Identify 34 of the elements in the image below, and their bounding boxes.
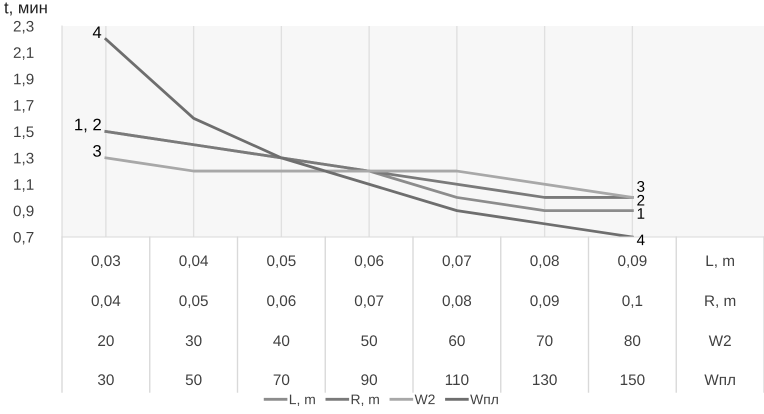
- category-label: 0,08 0,09 70 130: [530, 255, 559, 386]
- annotation: 2: [637, 194, 644, 206]
- text: W2: [708, 335, 731, 346]
- y-tick-label: 2,3: [14, 20, 34, 34]
- category-label: 0,07 0,08 60 110: [442, 255, 472, 386]
- line-series: [104, 156, 634, 199]
- text: R, m: [705, 295, 736, 308]
- annotation: 4: [92, 26, 102, 38]
- y-tick-label: 2,1: [14, 47, 34, 60]
- y-tick-label: 1,5: [14, 126, 34, 139]
- annotation: 1: [638, 208, 644, 219]
- text: Wпл: [704, 374, 735, 386]
- y-tick-label: 1,1: [14, 179, 34, 192]
- y-tick-label: 1,3: [14, 152, 34, 166]
- legend-label: R, m: [352, 394, 379, 406]
- line-series: [104, 38, 634, 237]
- legend-label: L, m: [290, 394, 315, 406]
- annotation: 1, 2: [75, 118, 101, 132]
- text: L, m: [706, 255, 734, 268]
- y-tick-label: 1,9: [14, 74, 34, 86]
- category-label: 0,06 0,07 50 90: [354, 255, 384, 386]
- y-tick-label: 0,9: [14, 205, 34, 218]
- y-tick-label: 1,7: [14, 100, 34, 113]
- y-tick-label: 0,7: [14, 232, 34, 244]
- category-label: 0,03 0,04 20 30: [92, 255, 120, 386]
- annotation: 3: [637, 181, 644, 192]
- category-label: 0,09 0,1 80 150: [618, 255, 647, 386]
- annotation: 3: [93, 144, 101, 157]
- category-label: 0,04 0,05 30 50: [179, 255, 208, 386]
- category-label: 0,05 0,06 40 70: [267, 255, 296, 386]
- annotation: 4: [636, 234, 645, 246]
- legend-label: Wпл: [470, 394, 498, 404]
- legend-label: W2: [414, 394, 435, 404]
- y-axis-title: t, мин: [4, 2, 47, 16]
